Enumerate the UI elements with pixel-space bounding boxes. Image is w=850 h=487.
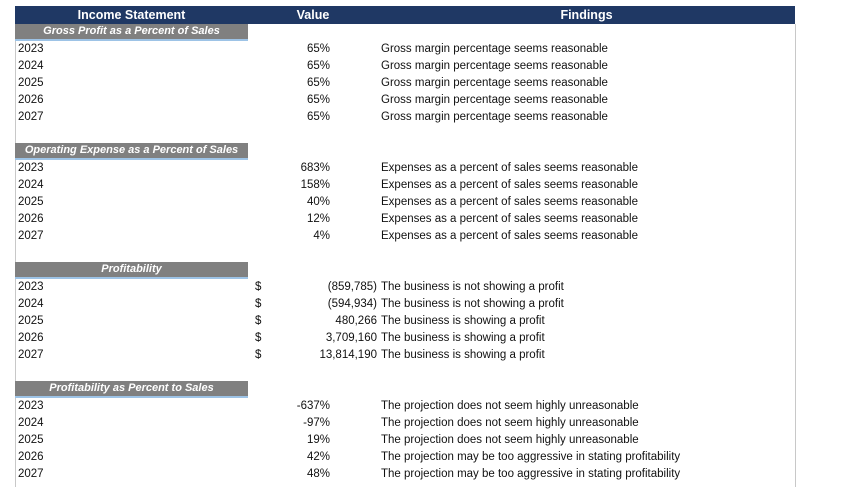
- section-title: Profitability as Percent to Sales: [15, 381, 248, 398]
- finding: Gross margin percentage seems reasonable: [381, 110, 608, 123]
- currency: $: [255, 348, 262, 361]
- finding: Expenses as a percent of sales seems rea…: [381, 178, 638, 191]
- finding: The projection does not seem highly unre…: [381, 433, 639, 446]
- finding: The business is not showing a profit: [381, 297, 564, 310]
- year: 2027: [18, 110, 44, 123]
- year: 2025: [18, 314, 44, 327]
- finding: The business is showing a profit: [381, 314, 545, 327]
- finding: Gross margin percentage seems reasonable: [381, 76, 608, 89]
- finding: The projection may be too aggressive in …: [381, 467, 681, 480]
- value: 65%: [306, 42, 330, 55]
- finding: Gross margin percentage seems reasonable: [381, 93, 608, 106]
- value: 13,814,190: [319, 348, 377, 361]
- finding: Expenses as a percent of sales seems rea…: [381, 161, 638, 174]
- year: 2024: [18, 178, 44, 191]
- finding: The business is showing a profit: [381, 348, 545, 361]
- finding: The business is not showing a profit: [381, 280, 564, 293]
- finding: The projection does not seem highly unre…: [381, 399, 639, 412]
- finding: Gross margin percentage seems reasonable: [381, 42, 608, 55]
- year: 2026: [18, 331, 44, 344]
- finding: The projection does not seem highly unre…: [381, 416, 639, 429]
- year: 2027: [18, 467, 44, 480]
- value: 65%: [306, 76, 330, 89]
- currency: $: [255, 280, 262, 293]
- year: 2027: [18, 229, 44, 242]
- value: -637%: [296, 399, 330, 412]
- finding: Expenses as a percent of sales seems rea…: [381, 195, 638, 208]
- value: -97%: [303, 416, 330, 429]
- year: 2025: [18, 433, 44, 446]
- finding: Expenses as a percent of sales seems rea…: [381, 229, 638, 242]
- year: 2023: [18, 399, 44, 412]
- year: 2024: [18, 297, 44, 310]
- value: 683%: [300, 161, 330, 174]
- year: 2026: [18, 93, 44, 106]
- section-title: Profitability: [15, 262, 248, 279]
- value: 65%: [306, 93, 330, 106]
- year: 2023: [18, 42, 44, 55]
- currency: $: [255, 314, 262, 327]
- year: 2025: [18, 195, 44, 208]
- year: 2027: [18, 348, 44, 361]
- finding: Gross margin percentage seems reasonable: [381, 59, 608, 72]
- right-border: [795, 24, 796, 487]
- value: 4%: [313, 229, 330, 242]
- value: (859,785): [327, 280, 377, 293]
- header-band: [15, 6, 795, 24]
- left-border: [15, 24, 16, 487]
- header-value: Value: [296, 8, 330, 22]
- finding: The projection may be too aggressive in …: [381, 450, 681, 463]
- currency: $: [255, 297, 262, 310]
- header-label: Income Statement: [77, 8, 186, 22]
- year: 2026: [18, 212, 44, 225]
- value: 40%: [306, 195, 330, 208]
- finding: Expenses as a percent of sales seems rea…: [381, 212, 638, 225]
- section-title: Gross Profit as a Percent of Sales: [15, 24, 248, 41]
- year: 2024: [18, 416, 44, 429]
- value: 158%: [300, 178, 330, 191]
- section-title: Operating Expense as a Percent of Sales: [15, 143, 248, 160]
- year: 2023: [18, 161, 44, 174]
- year: 2024: [18, 59, 44, 72]
- year: 2023: [18, 280, 44, 293]
- value: 3,709,160: [325, 331, 377, 344]
- value: 65%: [306, 59, 330, 72]
- value: 19%: [306, 433, 330, 446]
- header-findings: Findings: [560, 8, 613, 22]
- value: 65%: [306, 110, 330, 123]
- year: 2025: [18, 76, 44, 89]
- value: 42%: [306, 450, 330, 463]
- finding: The business is showing a profit: [381, 331, 545, 344]
- value: 12%: [306, 212, 330, 225]
- year: 2026: [18, 450, 44, 463]
- value: 48%: [306, 467, 330, 480]
- value: 480,266: [335, 314, 377, 327]
- currency: $: [255, 331, 262, 344]
- value: (594,934): [327, 297, 377, 310]
